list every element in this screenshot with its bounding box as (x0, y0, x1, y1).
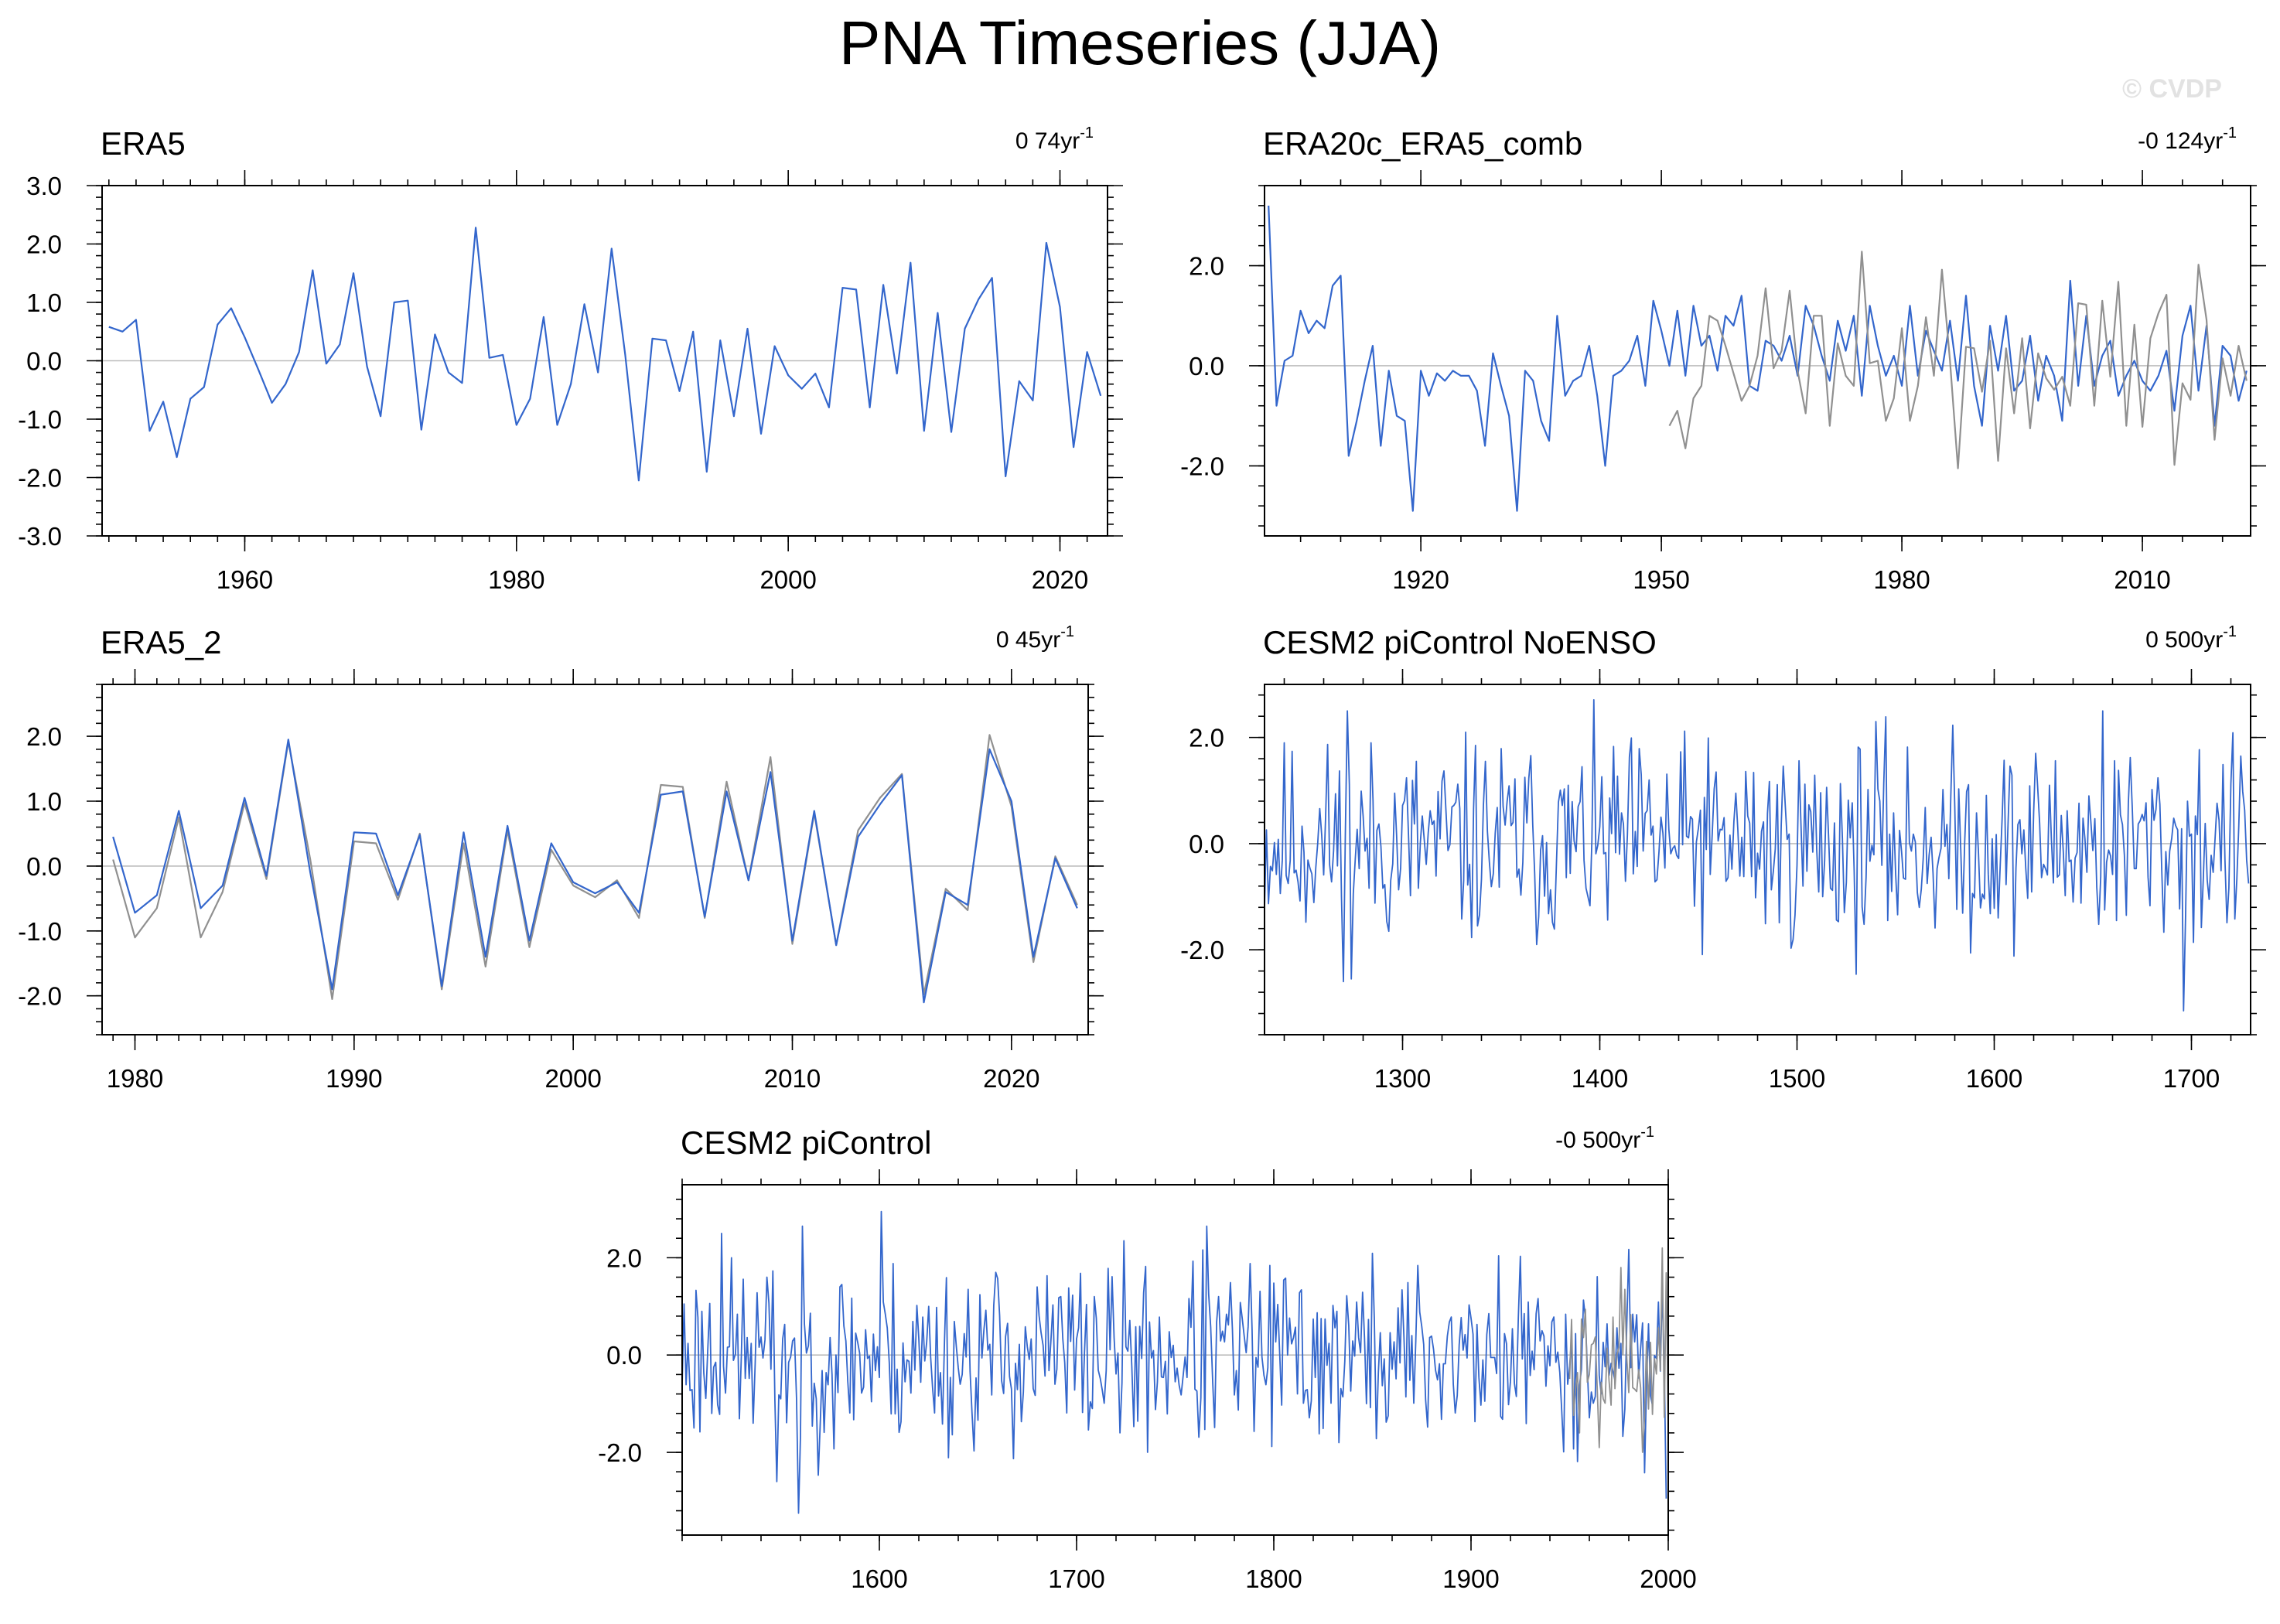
y-tick-label: -2.0 (1180, 936, 1224, 964)
trend-label: 0 500yr-1 (2145, 623, 2237, 653)
x-tick-label: 2010 (2114, 565, 2170, 594)
x-tick-label: 1900 (1442, 1564, 1499, 1593)
x-tick-label: 1920 (1392, 565, 1449, 594)
x-tick-label: 2000 (544, 1064, 601, 1093)
y-tick-label: -2.0 (1180, 452, 1224, 480)
chart-panel-2: 1920 1950 1980 2010 -2.0 0.0 2.0 ERA20c_ERA5_co… (1180, 125, 2266, 594)
tick-marks (1249, 669, 2266, 1050)
x-tick-label: 1950 (1633, 565, 1689, 594)
series-line-1 (682, 1210, 1667, 1514)
series-line-1 (1265, 699, 2250, 1012)
y-tick-label: 2.0 (26, 230, 62, 259)
plot-frame (101, 684, 1089, 1035)
y-tick-label: 2.0 (1189, 252, 1224, 281)
x-tick-label: 1500 (1769, 1064, 1825, 1093)
y-tick-label: 2.0 (606, 1244, 642, 1272)
x-tick-label: 1600 (1966, 1064, 2022, 1093)
y-tick-label: 0.0 (1189, 830, 1224, 858)
x-tick-label: 1300 (1374, 1064, 1431, 1093)
series-line-2 (1568, 1247, 1668, 1453)
y-tick-label: 1.0 (26, 787, 62, 816)
trend-label: 0 74yr-1 (1015, 125, 1094, 154)
x-tick-label: 1980 (1873, 565, 1930, 594)
x-tick-label: 1960 (217, 565, 273, 594)
main-title: PNA Timeseries (JJA) (839, 9, 1441, 77)
x-tick-label: 1980 (488, 565, 544, 594)
series-line-2 (112, 739, 1078, 1004)
copyright-label: © CVDP (2122, 74, 2222, 104)
series-line-1 (1268, 205, 2248, 512)
tick-marks (87, 170, 1123, 551)
x-tick-label: 1980 (107, 1064, 163, 1093)
y-tick-label: -3.0 (18, 522, 62, 551)
x-tick-label: 2000 (1640, 1564, 1696, 1593)
y-tick-label: 2.0 (1189, 724, 1224, 752)
trend-label: -0 500yr-1 (1555, 1124, 1654, 1153)
x-tick-label: 1400 (1572, 1064, 1628, 1093)
series-line-2 (1668, 251, 2248, 469)
y-tick-label: 3.0 (26, 172, 62, 200)
plot-frame (1264, 185, 2251, 537)
chart-panel-3: 1980 1990 2000 2010 2020 -2.0 -1.0 0.0 1.0 2.0 ERA… (18, 623, 1104, 1093)
series-line-1 (108, 227, 1102, 482)
x-tick-label: 1800 (1245, 1564, 1302, 1593)
y-tick-label: 0.0 (1189, 352, 1224, 380)
panel-title: ERA20c_ERA5_comb (1263, 125, 1582, 162)
tick-marks (1249, 170, 2266, 551)
y-tick-label: -2.0 (18, 982, 62, 1011)
panel-title: CESM2 piControl (681, 1124, 931, 1161)
chart-panel-1: 1960 1980 2000 2020 -3.0 -2.0 -1.0 0.0 1.0 2.0 3.0… (18, 125, 1123, 594)
x-tick-label: 2010 (764, 1064, 821, 1093)
y-tick-label: -1.0 (18, 917, 62, 946)
y-tick-label: -1.0 (18, 405, 62, 434)
y-tick-label: 1.0 (26, 288, 62, 317)
panel-title: CESM2 piControl NoENSO (1263, 624, 1657, 660)
x-tick-label: 2020 (1032, 565, 1088, 594)
y-tick-label: 0.0 (606, 1341, 642, 1370)
y-tick-label: 0.0 (26, 347, 62, 376)
y-tick-label: -2.0 (598, 1438, 642, 1467)
tick-marks (667, 1169, 1684, 1551)
chart-panel-4: 1300 1400 1500 1600 1700 -2.0 0.0 2.0 CESM2 piCo… (1180, 623, 2266, 1093)
panel-title: ERA5 (101, 125, 186, 162)
trend-label: 0 45yr-1 (996, 623, 1074, 653)
y-tick-label: 2.0 (26, 722, 62, 751)
panel-title: ERA5_2 (101, 624, 221, 660)
tick-marks (87, 669, 1104, 1050)
x-tick-label: 1990 (326, 1064, 382, 1093)
plot-frame (681, 1184, 1669, 1536)
x-tick-label: 2000 (759, 565, 816, 594)
x-tick-label: 2020 (983, 1064, 1039, 1093)
x-tick-label: 1700 (1048, 1564, 1104, 1593)
x-tick-label: 1600 (851, 1564, 907, 1593)
y-tick-label: 0.0 (26, 852, 62, 881)
trend-label: -0 124yr-1 (2138, 125, 2237, 154)
x-tick-label: 1700 (2163, 1064, 2220, 1093)
chart-panel-5: 1600 1700 1800 1900 2000 -2.0 0.0 2.0 CESM2 piCo… (598, 1124, 1697, 1593)
y-tick-label: -2.0 (18, 464, 62, 493)
